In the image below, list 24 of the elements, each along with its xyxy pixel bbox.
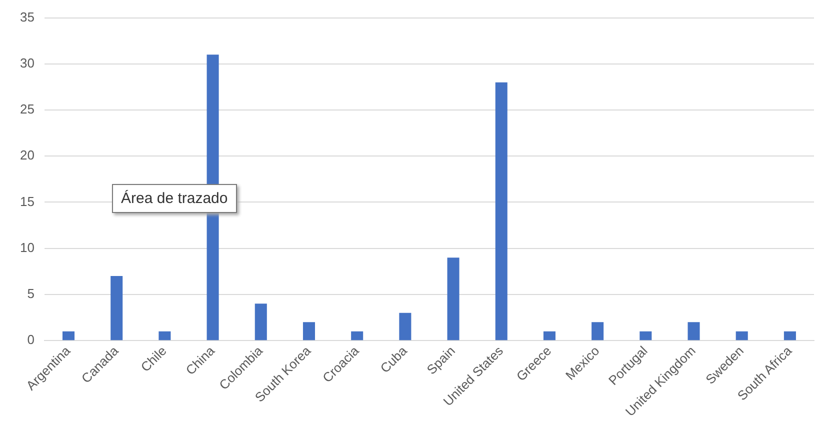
y-tick-label: 25 xyxy=(20,102,34,117)
annotation: Área de trazado xyxy=(112,184,237,213)
bar xyxy=(543,331,556,340)
bar xyxy=(736,331,748,340)
y-tick-label: 10 xyxy=(20,240,34,255)
bar xyxy=(399,312,412,340)
bar xyxy=(351,331,364,340)
bar xyxy=(62,331,75,340)
y-tick-label: 20 xyxy=(20,148,34,163)
bar xyxy=(688,322,700,340)
bar xyxy=(495,82,508,340)
bar xyxy=(302,322,315,340)
bar xyxy=(110,276,123,340)
bar xyxy=(447,258,460,340)
y-tick-label: 30 xyxy=(20,55,34,70)
bar xyxy=(592,322,604,340)
y-tick-label: 35 xyxy=(20,9,34,24)
y-tick-label: 5 xyxy=(27,286,34,302)
bar xyxy=(254,304,267,340)
bar xyxy=(158,331,171,340)
y-tick-label: 15 xyxy=(20,194,34,209)
bar xyxy=(784,331,796,340)
y-tick-label: 0 xyxy=(27,332,34,348)
bar xyxy=(640,331,652,340)
